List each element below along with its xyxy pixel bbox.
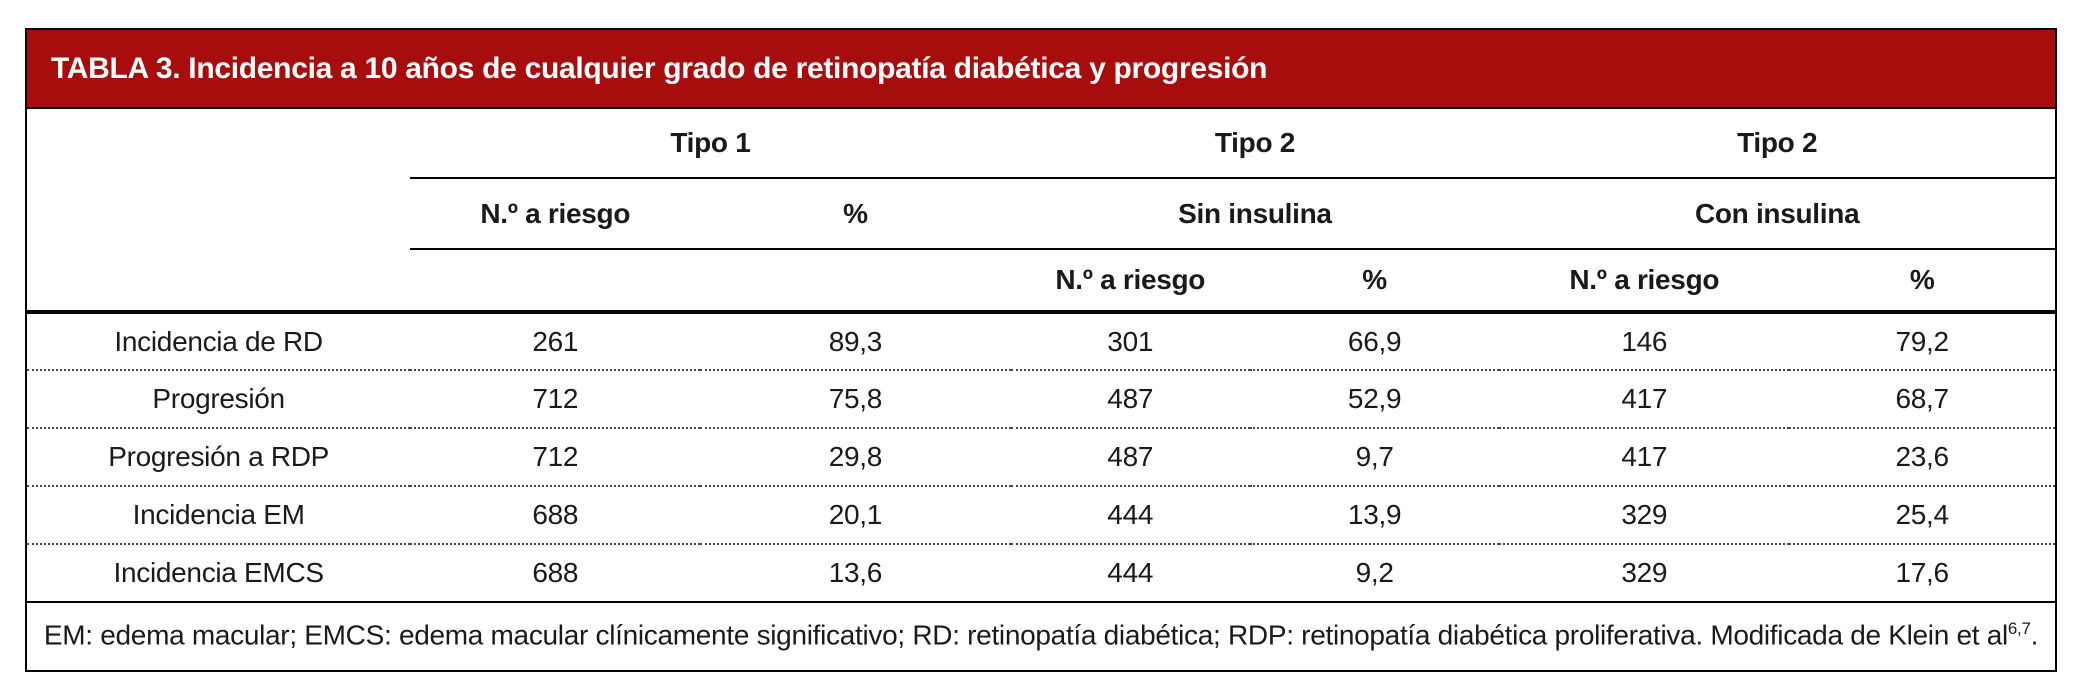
row-label: Incidencia EMCS: [27, 544, 411, 603]
header-empty-cell: [27, 178, 410, 249]
cell-value: 66,9: [1249, 312, 1500, 371]
footnote-citation-superscript: 6,7: [2007, 619, 2031, 639]
header-empty-cell: [27, 109, 410, 178]
table-row: Incidencia EM 688 20,1 444 13,9 329 25,4: [27, 486, 2055, 545]
cell-value: 17,6: [1789, 544, 2055, 603]
cell-value: 712: [410, 370, 701, 429]
cell-value: 329: [1499, 544, 1790, 603]
cell-value: 417: [1499, 370, 1790, 429]
cell-value: 13,9: [1249, 486, 1500, 545]
cell-value: 301: [1010, 312, 1250, 371]
table-title: TABLA 3. Incidencia a 10 años de cualqui…: [51, 51, 1268, 85]
table-row: Incidencia EMCS 688 13,6 444 9,2 329 17,…: [27, 544, 2055, 603]
footnote-row: EM: edema macular; EMCS: edema macular c…: [27, 602, 2055, 668]
cell-value: 29,8: [700, 428, 1011, 487]
header-empty-cell: [410, 249, 701, 314]
header-row-groups: Tipo 1 Tipo 2 Tipo 2: [27, 109, 2055, 179]
row-label: Incidencia EM: [27, 486, 411, 545]
header-tipo1-pct: %: [700, 178, 1011, 250]
header-empty-cell: [700, 249, 1011, 314]
header-row-measures: N.º a riesgo % N.º a riesgo %: [27, 249, 2055, 314]
cell-value: 417: [1499, 428, 1790, 487]
header-sin-n-riesgo: N.º a riesgo: [1010, 249, 1250, 314]
cell-value: 261: [410, 312, 701, 371]
cell-value: 20,1: [700, 486, 1011, 545]
row-label: Progresión: [27, 370, 411, 429]
table-row: Progresión 712 75,8 487 52,9 417 68,7: [27, 370, 2055, 429]
header-con-pct: %: [1789, 249, 2055, 314]
cell-value: 68,7: [1789, 370, 2055, 429]
header-empty-cell: [27, 249, 411, 314]
cell-value: 25,4: [1789, 486, 2055, 545]
row-label: Incidencia de RD: [27, 312, 411, 371]
cell-value: 9,7: [1249, 428, 1500, 487]
cell-value: 688: [410, 486, 701, 545]
cell-value: 9,2: [1249, 544, 1500, 603]
cell-value: 89,3: [700, 312, 1011, 371]
cell-value: 444: [1010, 544, 1250, 603]
header-tipo1-n-riesgo: N.º a riesgo: [410, 178, 701, 250]
row-label: Progresión a RDP: [27, 428, 411, 487]
cell-value: 487: [1010, 428, 1250, 487]
footnote-cell: EM: edema macular; EMCS: edema macular c…: [27, 602, 2055, 668]
header-group-tipo1: Tipo 1: [410, 109, 1011, 179]
header-con-n-riesgo: N.º a riesgo: [1499, 249, 1790, 314]
table-row: Incidencia de RD 261 89,3 301 66,9 146 7…: [27, 312, 2055, 371]
table-row: Progresión a RDP 712 29,8 487 9,7 417 23…: [27, 428, 2055, 487]
header-sin-pct: %: [1249, 249, 1500, 314]
cell-value: 146: [1499, 312, 1790, 371]
cell-value: 688: [410, 544, 701, 603]
header-sin-insulina: Sin insulina: [1010, 178, 1500, 250]
footnote-text: EM: edema macular; EMCS: edema macular c…: [43, 619, 2008, 651]
cell-value: 487: [1010, 370, 1250, 429]
cell-value: 444: [1010, 486, 1250, 545]
header-row-subgroups: N.º a riesgo % Sin insulina Con insulina: [27, 178, 2055, 250]
cell-value: 329: [1499, 486, 1790, 545]
table-3-frame: TABLA 3. Incidencia a 10 años de cualqui…: [25, 28, 2057, 672]
cell-value: 52,9: [1249, 370, 1500, 429]
footnote-period: .: [2030, 619, 2039, 651]
cell-value: 79,2: [1789, 312, 2055, 371]
cell-value: 75,8: [700, 370, 1011, 429]
cell-value: 712: [410, 428, 701, 487]
header-group-tipo2-sin: Tipo 2: [1010, 109, 1500, 179]
incidence-table: Tipo 1 Tipo 2 Tipo 2 N.º a riesgo % Sin …: [27, 109, 2055, 668]
cell-value: 23,6: [1789, 428, 2055, 487]
table-title-bar: TABLA 3. Incidencia a 10 años de cualqui…: [27, 30, 2055, 109]
cell-value: 13,6: [700, 544, 1011, 603]
header-con-insulina: Con insulina: [1499, 178, 2055, 250]
header-group-tipo2-con: Tipo 2: [1499, 109, 2055, 179]
